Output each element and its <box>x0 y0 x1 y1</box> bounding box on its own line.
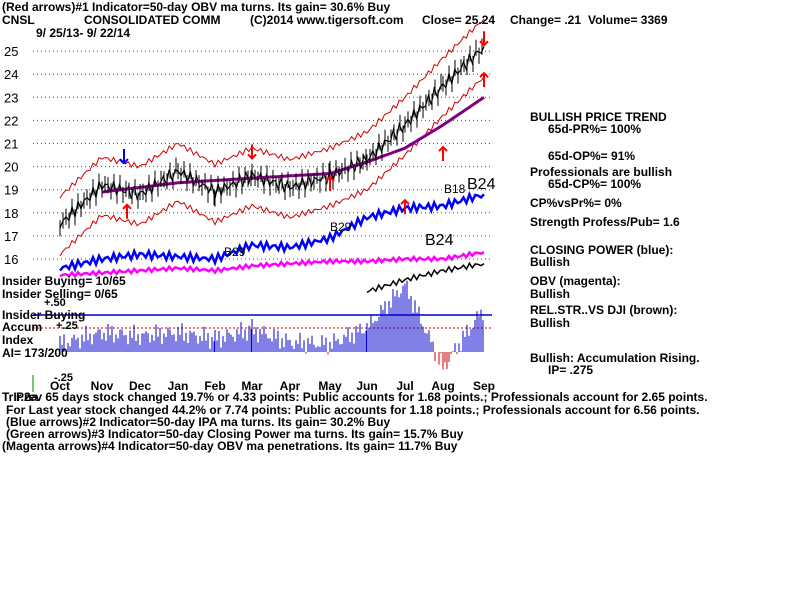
company-name: CONSOLIDATED COMM <box>84 13 221 27</box>
accumulation-panel <box>32 280 492 392</box>
date-range: 9/ 25/13- 9/ 22/14 <box>36 26 131 40</box>
closing-power-blue-line <box>59 190 485 273</box>
pr-value: 65d-PR%= 100% <box>548 122 642 136</box>
annotation-b24-upper: B24 <box>467 176 496 193</box>
obv-magenta-line <box>59 250 485 279</box>
footer-green-arrows: (Green arrows)#3 Indicator=50-day Closin… <box>6 427 464 441</box>
lower-band <box>59 76 485 257</box>
footer-prev65: Prev 65 days stock changed 19.7% or 4.33… <box>16 390 708 404</box>
footer-lastyear: For Last year stock changed 44.2% or 7.7… <box>6 403 700 417</box>
annotation-b29-low: B29 <box>330 220 352 234</box>
change-value: Change= .21 <box>510 13 582 27</box>
x-tick-label: Aug <box>431 379 454 393</box>
red-down-arrow <box>247 144 257 160</box>
copyright: (C)2014 www.tigersoft.com <box>250 13 404 27</box>
month-x-axis: Oct Nov Dec Jan Feb Mar Apr May Jun Jul Aug Sep <box>50 379 495 393</box>
cp-value: 65d-CP%= 100% <box>548 177 642 191</box>
plus25-label: +.25 <box>56 320 78 332</box>
annotation-b18: B18 <box>444 182 466 196</box>
accum-label: Accum <box>2 320 43 334</box>
obv-value: Bullish <box>530 287 571 301</box>
price-gridlines <box>33 50 492 260</box>
footer-blue-arrows: (Blue arrows)#2 Indicator=50-day IPA ma … <box>6 415 391 429</box>
volume-value: Volume= 3369 <box>588 13 668 27</box>
price-y-axis: 16 17 18 19 20 21 22 23 24 25 <box>4 44 18 267</box>
red-up-arrow <box>400 198 410 215</box>
x-tick-label: Jan <box>168 379 189 393</box>
y-tick-label: 24 <box>4 67 18 82</box>
x-tick-label: May <box>318 379 342 393</box>
relstr-title: REL.STR..VS DJI (brown): <box>530 303 678 317</box>
accum-title: Bullish: Accumulation Rising. <box>530 351 700 365</box>
ai-label: AI= 173/200 <box>2 346 68 360</box>
x-tick-label: Apr <box>280 379 301 393</box>
ip-value: IP= .275 <box>548 363 594 377</box>
closing-power-title: CLOSING POWER (blue): <box>530 243 674 257</box>
red-up-arrow <box>122 203 132 219</box>
y-tick-label: 23 <box>4 90 18 105</box>
annotation-b24-lower: B24 <box>425 232 454 249</box>
signal-arrows <box>119 31 489 219</box>
insider-buying-label: Insider Buying <box>2 308 86 322</box>
x-tick-label: Nov <box>91 379 114 393</box>
y-tick-label: 21 <box>4 137 18 152</box>
footer-magenta-arrows: (Magenta arrows)#4 Indicator=50-day OBV … <box>2 439 458 453</box>
red-up-arrow <box>479 71 489 88</box>
minus25-label: -.25 <box>54 372 73 384</box>
pros-bullish: Professionals are bullish <box>530 165 673 179</box>
upper-band <box>59 18 485 199</box>
y-tick-label: 25 <box>4 44 18 59</box>
chart-series <box>59 18 485 294</box>
y-tick-label: 16 <box>4 252 18 267</box>
plus50-label: +.50 <box>44 297 66 309</box>
insider-buying: Insider Buying= 10/65 <box>2 274 126 288</box>
x-tick-label: Dec <box>129 379 151 393</box>
cpvspr-value: CP%vsPr%= 0% <box>530 196 622 210</box>
symbol: CNSL <box>2 13 35 27</box>
index-label: Index <box>2 333 34 347</box>
close-value: Close= 25.24 <box>422 13 496 27</box>
y-tick-label: 22 <box>4 113 18 128</box>
closing-power-value: Bullish <box>530 255 571 269</box>
annotation-b29-mid: B29 <box>224 245 246 259</box>
x-tick-label: Jun <box>356 379 377 393</box>
x-tick-label: Sep <box>473 379 495 393</box>
indicator1-text: (Red arrows)#1 Indicator=50-day OBV ma t… <box>2 0 391 14</box>
y-tick-label: 18 <box>4 206 18 221</box>
x-tick-label: Jul <box>396 379 413 393</box>
insider-selling: Insider Selling= 0/65 <box>2 287 118 301</box>
x-tick-label: Oct <box>50 379 70 393</box>
red-up-arrow <box>438 145 448 162</box>
rel-str-vs-dji-brown-line <box>366 261 485 294</box>
chart-annotations: B29 B29 B18 B24 B24 <box>224 176 496 259</box>
moving-average-line <box>101 96 485 194</box>
trend-title: BULLISH PRICE TREND <box>530 110 667 124</box>
y-tick-label: 17 <box>4 229 18 244</box>
blue-down-arrow <box>119 149 129 165</box>
red-down-arrow <box>479 31 489 47</box>
x-tick-label: Feb <box>204 379 225 393</box>
x-tick-label: Mar <box>241 379 263 393</box>
red-up-arrow <box>325 175 335 192</box>
relstr-value: Bullish <box>530 316 571 330</box>
footer-overlap: TrIr.2a <box>2 390 38 404</box>
obv-title: OBV (magenta): <box>530 274 621 288</box>
y-tick-label: 20 <box>4 160 18 175</box>
y-tick-label: 19 <box>4 183 18 198</box>
op-value: 65d-OP%= 91% <box>548 149 636 163</box>
strength-value: Strength Profess/Pub= 1.6 <box>530 215 680 229</box>
